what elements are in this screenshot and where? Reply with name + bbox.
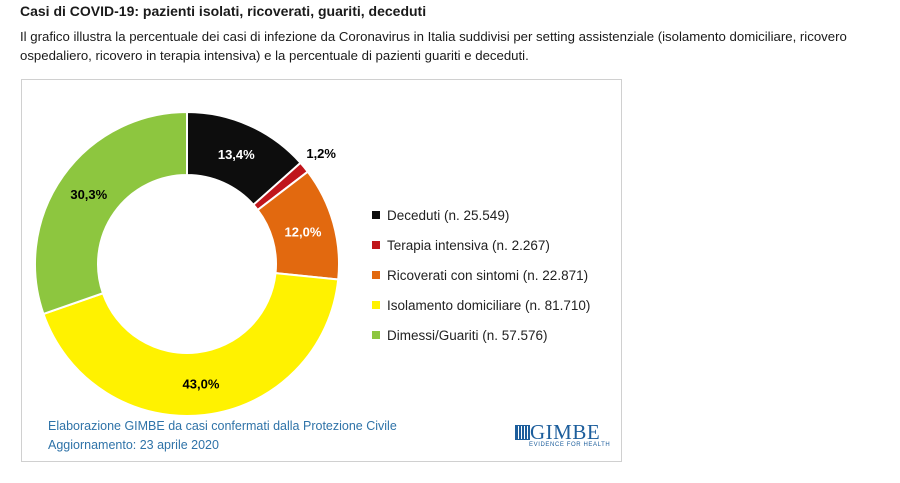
donut-slice-label-1: 13,4% — [218, 147, 255, 162]
donut-slice-label-2: 1,2% — [306, 146, 336, 161]
legend-label-5: Dimessi/Guariti (n. 57.576) — [387, 327, 548, 343]
legend-swatch-1 — [372, 211, 380, 219]
credits-update-date: Aggiornamento: 23 aprile 2020 — [48, 438, 219, 452]
chart-legend: Deceduti (n. 25.549) Terapia intensiva (n… — [372, 200, 590, 350]
legend-swatch-2 — [372, 241, 380, 249]
legend-swatch-3 — [372, 271, 380, 279]
legend-item-2: Terapia intensiva (n. 2.267) — [372, 230, 590, 260]
gimbe-logo: GIMBE EVIDENCE FOR HEALTH — [515, 420, 610, 452]
gimbe-logo-tagline: EVIDENCE FOR HEALTH — [529, 442, 611, 448]
legend-label-3: Ricoverati con sintomi (n. 22.871) — [387, 267, 589, 283]
donut-slice-label-5: 30,3% — [70, 187, 107, 202]
legend-label-2: Terapia intensiva (n. 2.267) — [387, 237, 550, 253]
donut-chart: 13,4% 1,2% 12,0% 43,0% 30,3% — [34, 110, 340, 417]
gimbe-logo-text: GIMBE — [530, 420, 601, 444]
credits-source: Elaborazione GIMBE da casi confermati da… — [48, 419, 397, 433]
page-description: Il grafico illustra la percentuale dei c… — [20, 29, 847, 63]
legend-label-4: Isolamento domiciliare (n. 81.710) — [387, 297, 591, 313]
chart-credits: Elaborazione GIMBE da casi confermati da… — [48, 417, 397, 455]
donut-slice-5 — [34, 110, 188, 316]
gimbe-logo-mark-icon — [515, 425, 530, 440]
legend-item-5: Dimessi/Guariti (n. 57.576) — [372, 320, 590, 350]
legend-swatch-4 — [372, 301, 380, 309]
legend-swatch-5 — [372, 331, 380, 339]
donut-slice-label-4: 43,0% — [183, 377, 220, 392]
legend-item-3: Ricoverati con sintomi (n. 22.871) — [372, 260, 590, 290]
legend-item-1: Deceduti (n. 25.549) — [372, 200, 590, 230]
chart-frame: 13,4% 1,2% 12,0% 43,0% 30,3% Deceduti (n. 25… — [21, 79, 622, 462]
legend-label-1: Deceduti (n. 25.549) — [387, 207, 510, 223]
donut-slice-label-3: 12,0% — [285, 224, 322, 239]
donut-slice-4 — [42, 271, 340, 417]
page-title: Casi di COVID-19: pazienti isolati, rico… — [20, 3, 427, 19]
legend-item-4: Isolamento domiciliare (n. 81.710) — [372, 290, 590, 320]
